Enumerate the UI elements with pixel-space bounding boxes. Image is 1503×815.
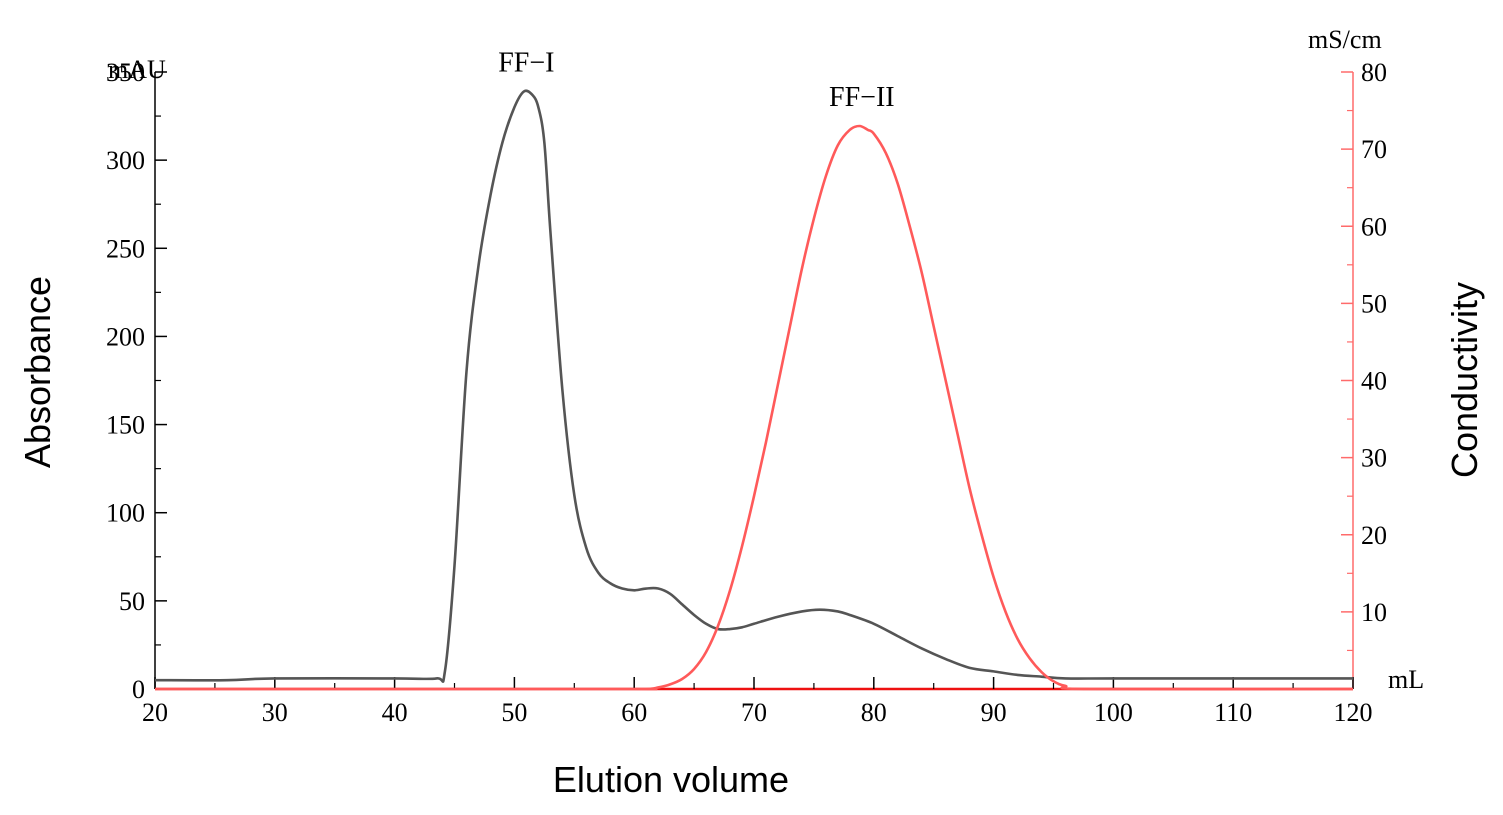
labels-layer: mAU mS/cm mL Elution volume Absorbance C… [17,25,1485,800]
left-y-tick-label: 200 [106,322,145,351]
x-tick-label: 120 [1334,698,1373,727]
right-y-tick-label: 70 [1361,135,1387,164]
x-tick-label: 90 [981,698,1007,727]
peak-label: FF−I [498,47,554,78]
conductivity-line [155,124,1354,691]
left-y-unit-label: mAU [108,55,166,84]
series-layer [154,89,1354,691]
left-y-tick-label: 300 [106,146,145,175]
right-y-axis-title: Conductivity [1444,282,1485,478]
peak-label: FF−II [829,82,895,113]
left-y-tick-label: 50 [119,587,145,616]
x-tick-label: 80 [861,698,887,727]
x-tick-label: 30 [262,698,288,727]
right-y-axis: 10 20 30 40 50 60 70 80 [1341,58,1387,689]
x-tick-label: 20 [142,698,168,727]
left-y-tick-label: 150 [106,411,145,440]
x-tick-label: 40 [382,698,408,727]
x-tick-label: 110 [1214,698,1252,727]
right-y-unit-label: mS/cm [1308,25,1382,54]
left-y-axis-title: Absorbance [17,276,58,468]
x-tick-label: 70 [741,698,767,727]
absorbance-line [154,89,1353,683]
x-tick-label: 100 [1094,698,1133,727]
right-y-tick-label: 10 [1361,598,1387,627]
left-y-axis: 0 50 100 150 200 250 300 350 [106,58,167,704]
x-unit-label: mL [1388,665,1424,694]
x-axis-title: Elution volume [553,759,789,800]
right-y-tick-label: 40 [1361,367,1387,396]
left-y-tick-label: 350 [106,58,145,87]
right-y-tick-label: 60 [1361,212,1387,241]
right-y-tick-label: 20 [1361,521,1387,550]
right-y-tick-label: 30 [1361,444,1387,473]
right-y-tick-label: 80 [1361,58,1387,87]
left-y-tick-label: 250 [106,234,145,263]
x-tick-label: 60 [621,698,647,727]
right-y-tick-label: 50 [1361,289,1387,318]
left-y-tick-label: 100 [106,499,145,528]
x-tick-label: 50 [501,698,527,727]
left-y-tick-label: 0 [132,675,145,704]
x-axis: 20 30 40 50 60 70 80 90 100 110 120 [142,677,1373,727]
